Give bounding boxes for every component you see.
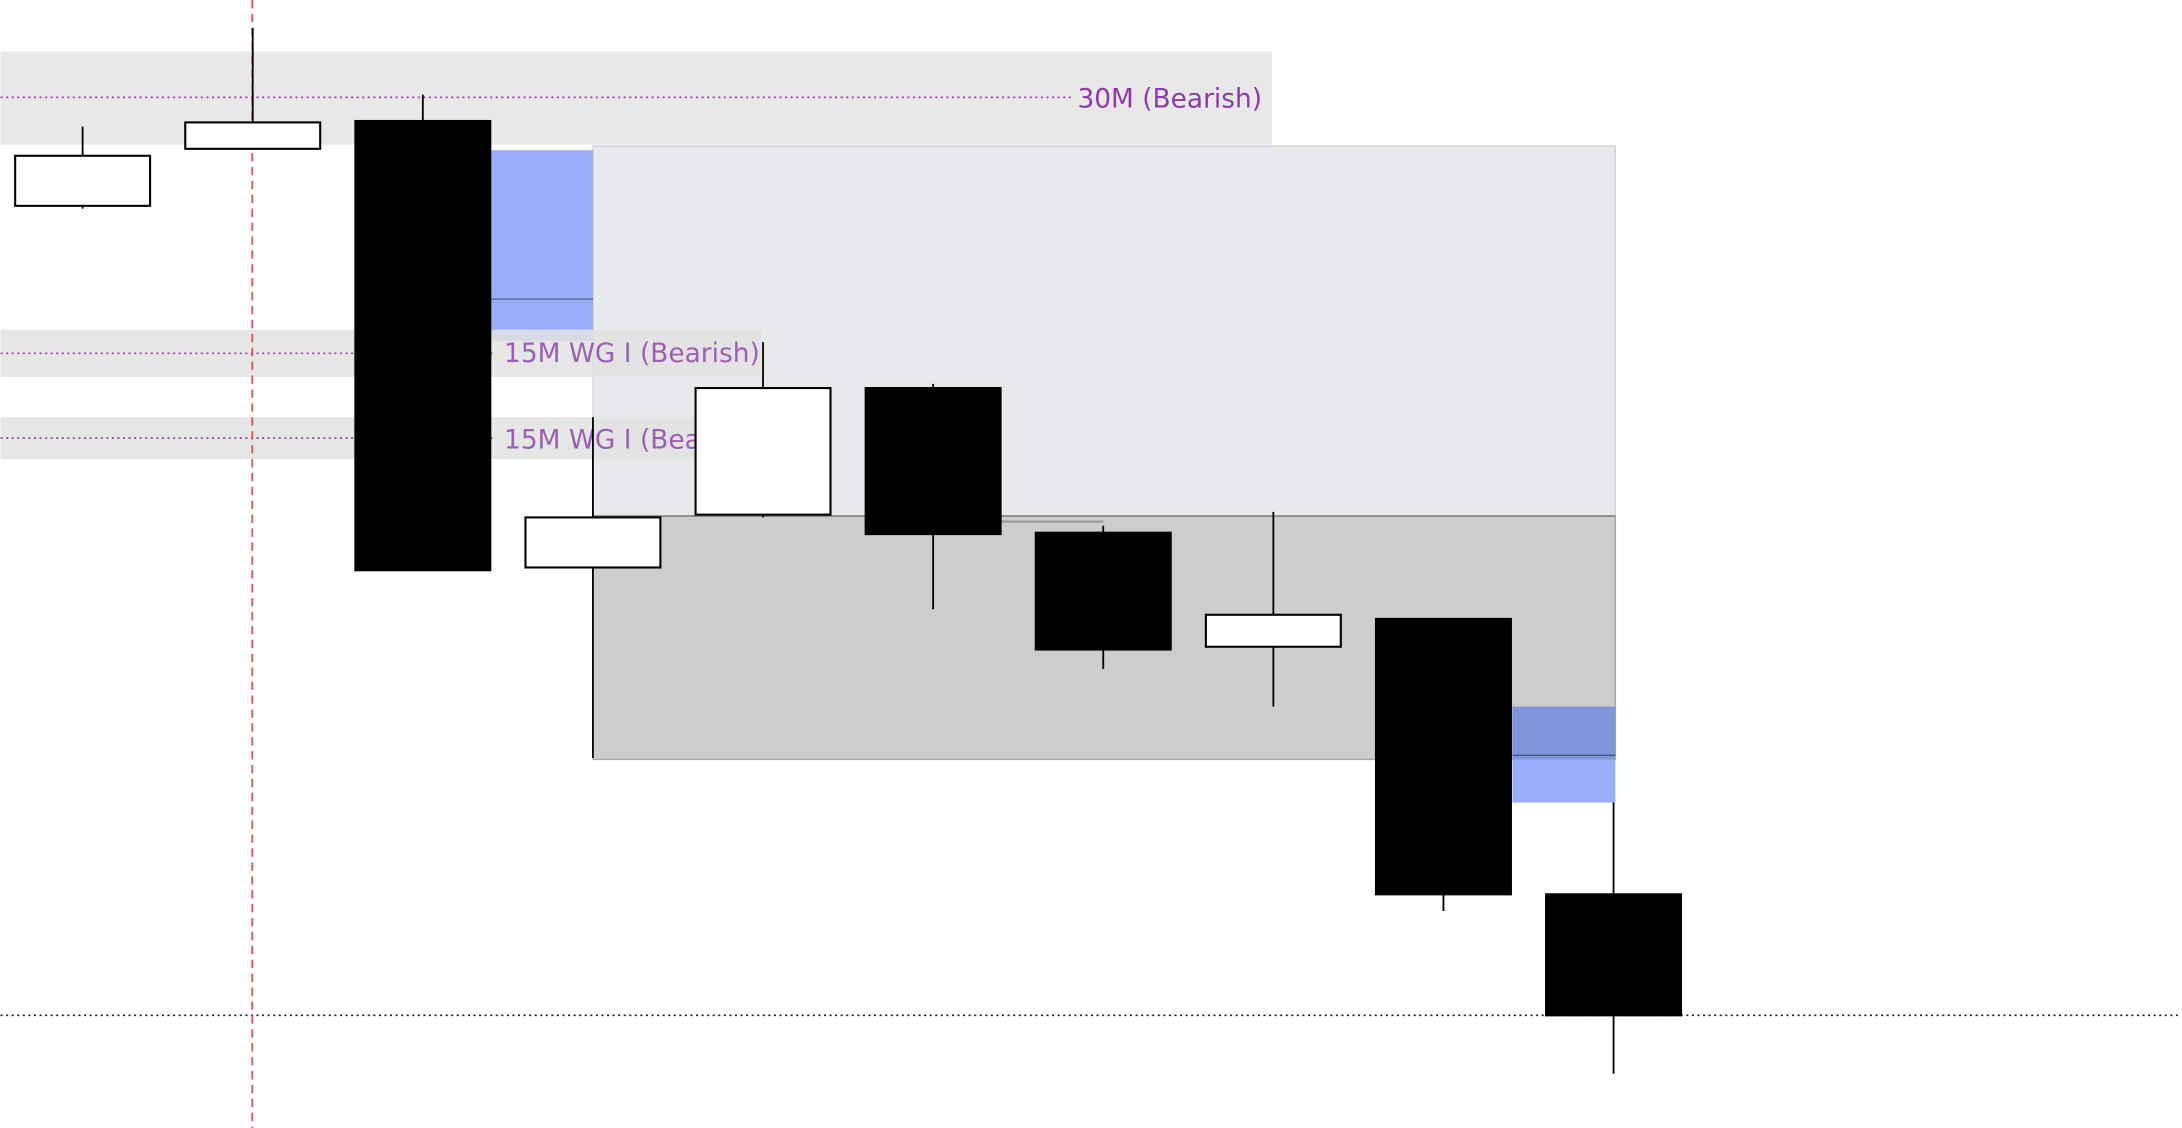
fvg-zone — [490, 150, 594, 341]
candle-body — [1034, 531, 1172, 651]
candle-body — [524, 516, 662, 569]
candle-body — [1204, 613, 1342, 648]
fvg-zone-overlap — [1512, 706, 1616, 760]
candle-body — [694, 387, 832, 516]
candle-body — [354, 119, 492, 572]
zone-label: 30M (Bearish) — [1077, 84, 1262, 115]
candle-body — [1374, 617, 1512, 896]
zone-label: 15M WG I (Bea — [504, 424, 701, 455]
zone-15m-b — [0, 417, 696, 459]
candle-body — [184, 121, 322, 150]
candles — [14, 27, 1683, 1074]
candle-body — [14, 154, 152, 207]
candle-body — [1545, 893, 1683, 1017]
candle-body — [864, 387, 1002, 536]
zone-label: 15M WG I (Bearish) — [504, 338, 760, 369]
